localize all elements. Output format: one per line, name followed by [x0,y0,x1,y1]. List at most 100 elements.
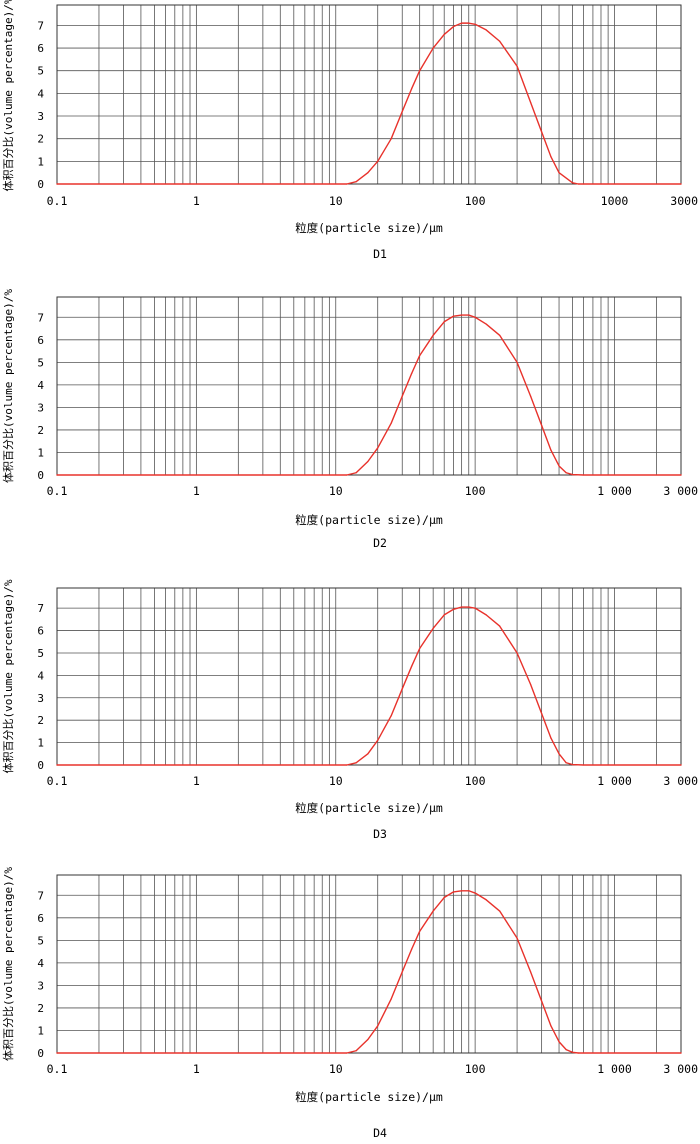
data-point [56,1052,58,1054]
x-tick-label: 1 000 [597,484,632,498]
data-point [558,753,560,755]
data-point [432,627,434,629]
y-tick-label: 7 [37,889,44,902]
data-point [565,472,567,474]
data-point [367,1038,369,1041]
x-tick-label: 100 [465,774,486,788]
y-tick-label: 3 [37,401,44,414]
data-point [529,395,532,397]
x-tick-label: 100 [465,484,486,498]
y-tick-label: 5 [37,647,44,660]
x-axis-label: 粒度(particle size)/μm [295,221,443,235]
data-point [461,890,463,892]
data-point [577,1052,579,1054]
data-point [529,971,532,973]
data-point [443,321,445,323]
data-point [390,715,392,717]
data-point [468,22,470,24]
data-point [474,316,476,318]
data-point [452,608,455,610]
data-point [443,33,445,36]
data-point [550,156,552,158]
series-line [56,22,682,185]
data-point [565,1049,567,1051]
data-point [432,334,434,336]
plot-frame [56,587,682,766]
data-point [355,472,357,474]
y-tick-label: 4 [37,379,44,392]
y-tick-label: 2 [37,1002,44,1015]
data-point [571,1051,574,1053]
data-point [468,606,470,608]
series-line [56,314,682,476]
data-point [582,474,585,476]
data-point [355,762,357,764]
y-tick-label: 3 [37,110,44,123]
data-point [474,892,476,894]
y-axis-label: 体积百分比(volume percentage)/% [1,579,15,773]
x-tick-label: 10 [329,774,343,788]
y-tick-label: 1 [37,446,44,459]
x-tick-label: 1 [193,1062,200,1076]
y-tick-label: 4 [37,87,44,100]
data-point [346,183,348,185]
y-axis-label: 体积百分比(volume percentage)/% [1,289,15,483]
data-point [461,314,463,316]
data-point [367,172,369,174]
y-tick-label: 4 [37,669,44,682]
data-point [485,614,487,616]
x-tick-label: 1000 [601,194,629,208]
plot-frame [56,874,682,1054]
y-tick-label: 6 [37,625,44,638]
chart-panel-3: 0 1 2 3 4 5 6 7 0.1 1 10 100 1 000 3 000 体积百分比(volume … [1,579,698,841]
data-point [468,890,470,892]
chart-caption: D3 [373,827,387,841]
data-point [680,183,682,185]
data-point [550,449,552,451]
x-tick-label: 1 [193,484,200,498]
data-point [558,1041,560,1043]
x-tick-label: 0.1 [47,194,68,208]
x-tick-label: 3 000 [663,484,698,498]
data-point [419,354,421,357]
x-tick-label: 0.1 [47,774,68,788]
y-tick-label: 5 [37,356,44,369]
data-point [485,29,487,31]
data-point [516,652,518,654]
chart-panel-2: 0 1 2 3 4 5 6 7 0.1 1 10 100 1 000 3 000 体积百分比(volume … [1,289,698,550]
data-point [452,25,455,28]
chart-caption: D1 [373,247,387,261]
data-point [367,460,369,463]
data-point [680,1052,682,1054]
data-point [541,424,543,427]
data-point [571,763,574,766]
x-axis-label: 粒度(particle size)/μm [295,801,443,815]
data-point [571,182,574,184]
data-point [377,447,379,449]
data-point [571,473,574,476]
y-tick-label: 2 [37,714,44,727]
y-tick-label: 2 [37,424,44,437]
data-point [419,930,421,932]
data-point [550,1025,552,1027]
x-tick-label: 3 000 [663,774,698,788]
data-point [541,131,543,133]
y-tick-label: 5 [37,934,44,947]
y-tick-label: 7 [37,602,44,615]
data-point [346,764,348,766]
x-tick-label: 3000 [670,194,698,208]
data-point [346,474,348,476]
plot-frame [56,4,682,185]
data-point [401,110,403,113]
x-tick-label: 1 [193,774,200,788]
y-axis-label: 体积百分比(volume percentage)/% [1,0,15,192]
data-point [377,739,379,741]
data-point [468,314,470,316]
x-tick-label: 0.1 [47,484,68,498]
data-point [529,101,532,104]
data-point [355,1050,357,1052]
x-tick-label: 10 [329,1062,343,1076]
data-point [401,971,403,973]
